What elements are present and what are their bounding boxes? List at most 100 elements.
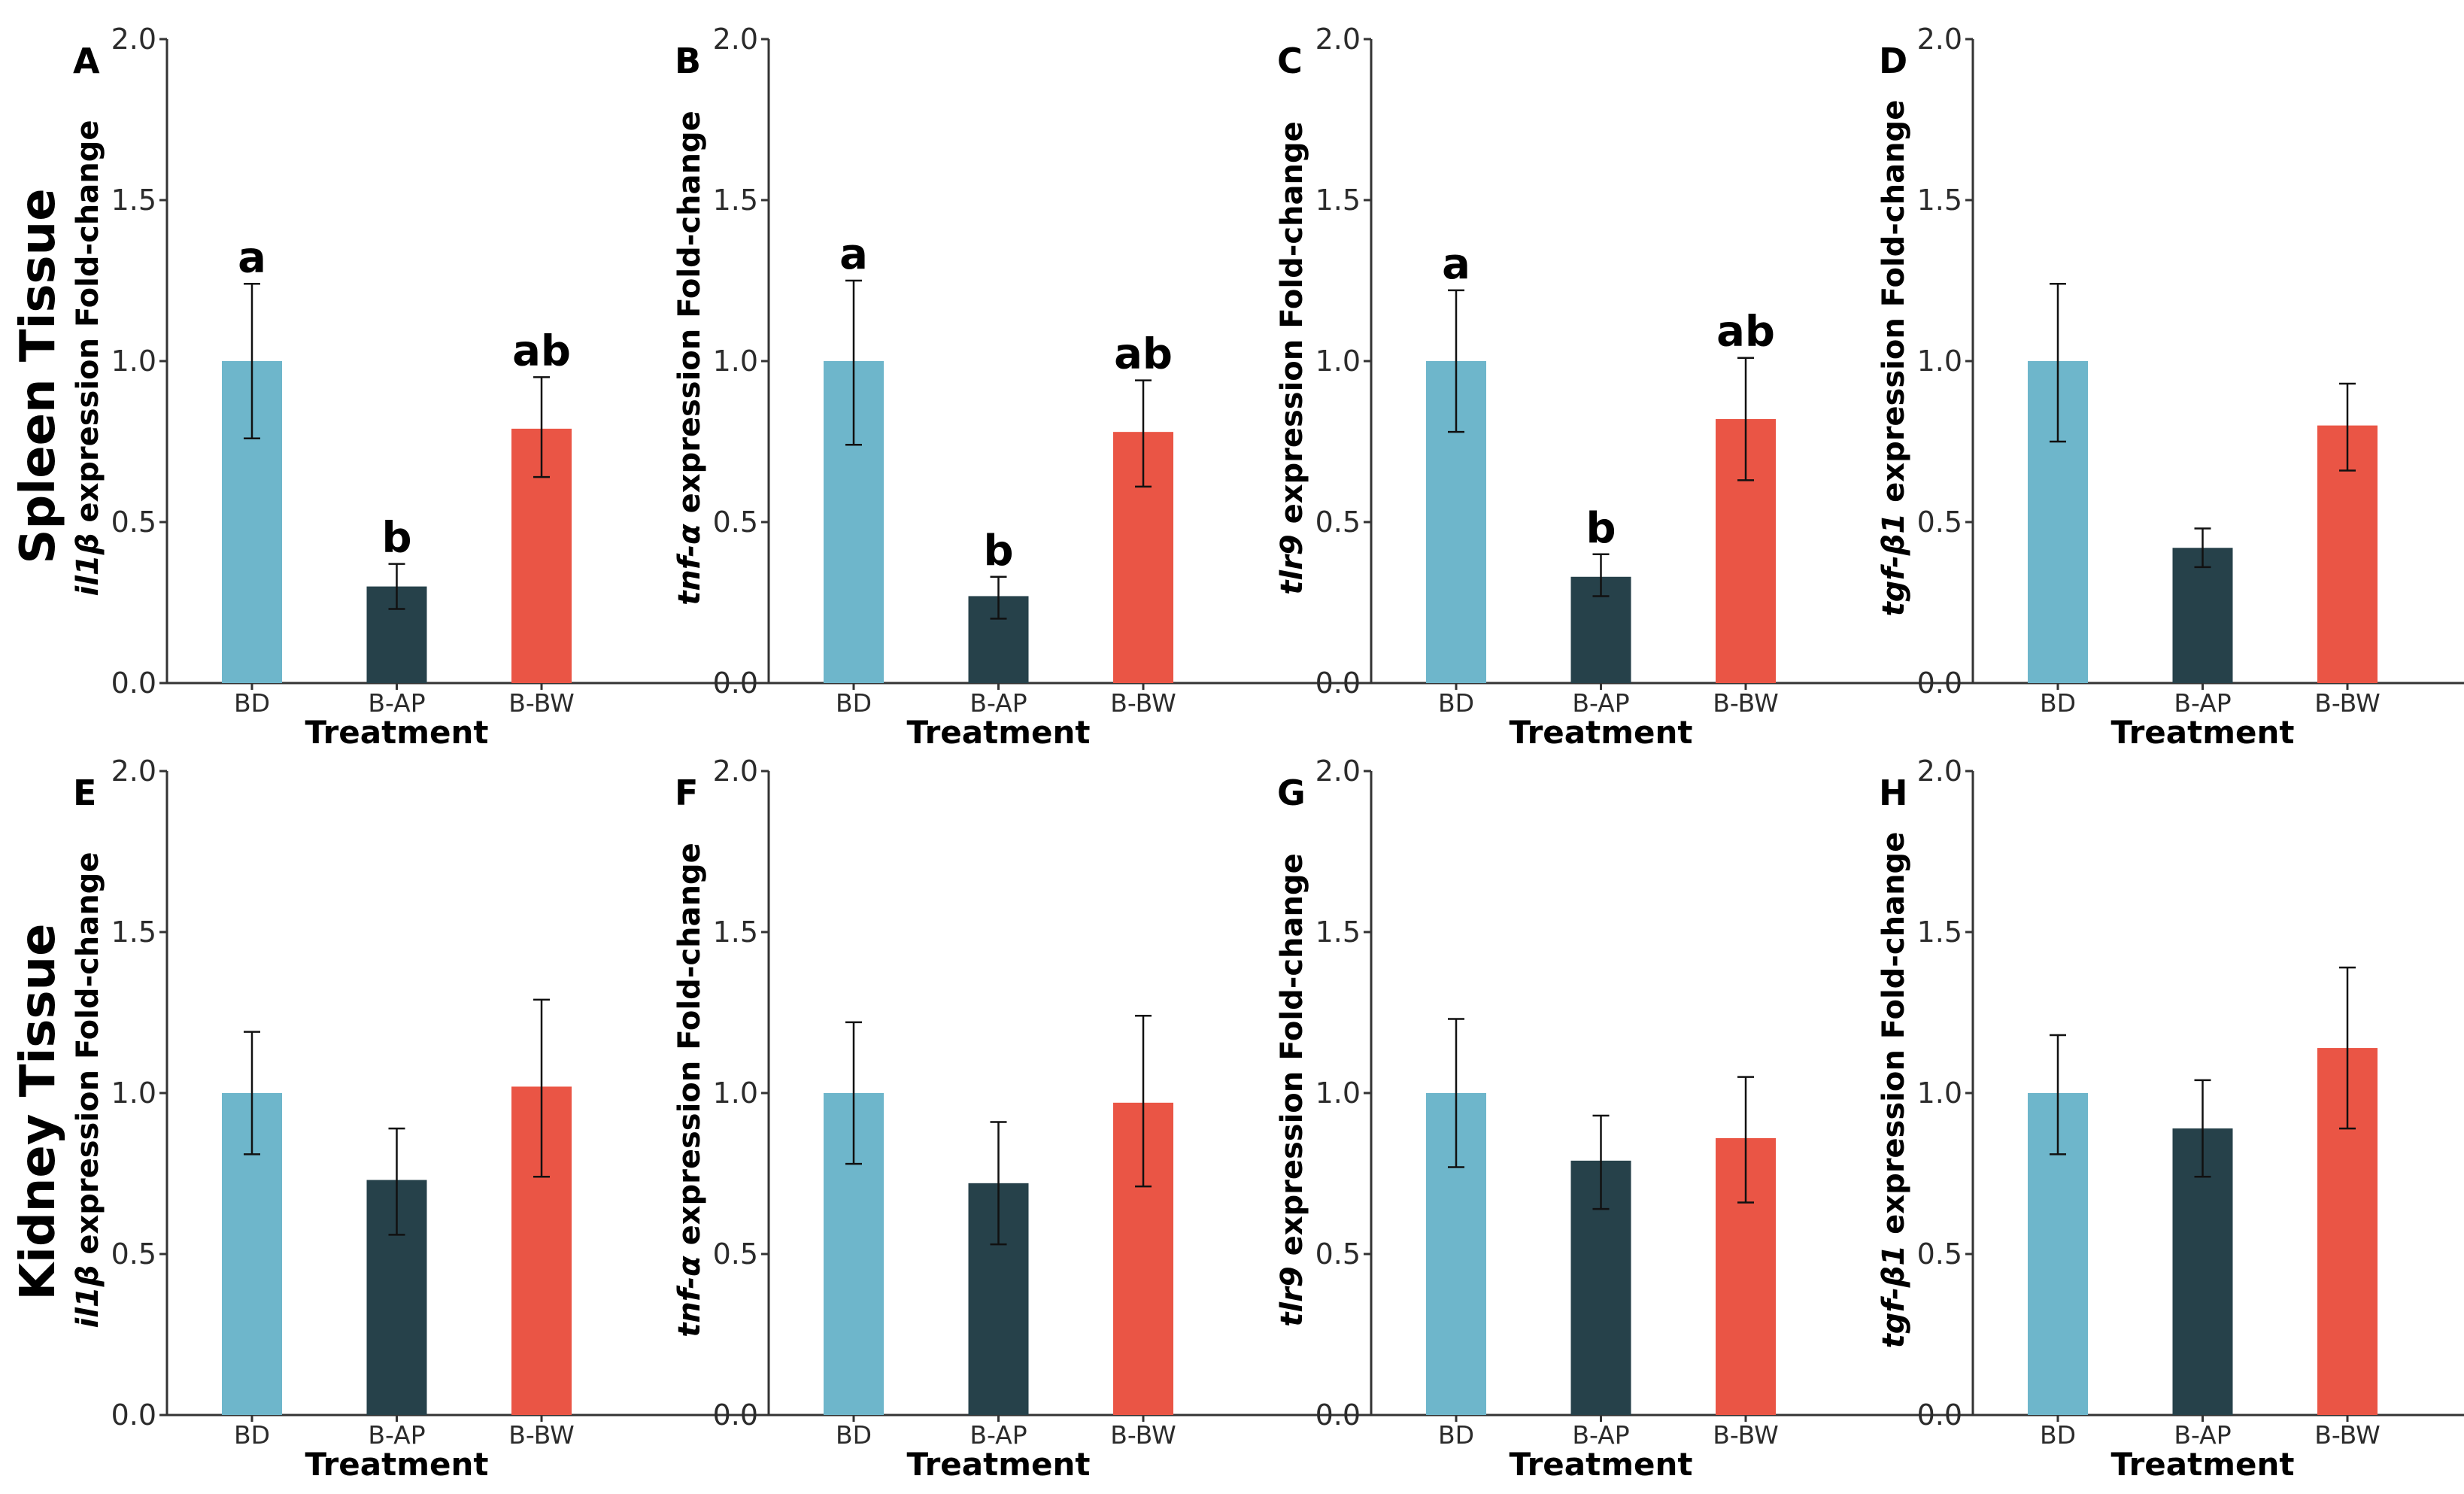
panel-g-xtick-label: BD xyxy=(1438,1420,1474,1450)
panel-g-ylabel-gene: tlr9 xyxy=(1275,1266,1309,1326)
panel-c-sig-label: b xyxy=(1586,504,1616,553)
panel-f-ylabel-rest: expression Fold-change xyxy=(672,843,707,1256)
panel-d-ytick-label: 2.0 xyxy=(1917,23,1962,56)
panel-a-ylabel-rest: expression Fold-change xyxy=(71,120,105,533)
panel-e: E 0.0 0.5 1.0 1.5 2.0 BD B-AP B-BW Treatment il1β … xyxy=(71,755,797,1483)
panel-f-ytick-label: 0.5 xyxy=(713,1237,758,1271)
panel-a-ylabel-gene: il1β xyxy=(71,533,105,597)
panel-b-xtick-label: BD xyxy=(836,688,872,718)
panel-g-ytick-label: 0.5 xyxy=(1315,1237,1361,1271)
panel-a-ytick-label: 2.0 xyxy=(111,23,156,56)
panel-d-xtick-label: BD xyxy=(2040,688,2076,718)
panel-g-xtick-label: B-BW xyxy=(1713,1420,1778,1450)
panel-a-ytick-label: 0.0 xyxy=(111,667,156,700)
panel-f-ylabel: tnf-α expression Fold-change xyxy=(672,843,707,1338)
panel-f: F 0.0 0.5 1.0 1.5 2.0 BD B-AP B-BW Treatment tnf-α… xyxy=(672,755,1398,1483)
panel-h-xtick-label: B-BW xyxy=(2314,1420,2380,1450)
panel-c-ylabel: tlr9 expression Fold-change xyxy=(1275,121,1309,595)
panel-a-xtick-label: B-BW xyxy=(508,688,574,718)
panel-g-ytick-label: 0.0 xyxy=(1315,1398,1361,1432)
panel-h-xtick-label: B-AP xyxy=(2174,1420,2231,1450)
panel-c-xtick-label: B-BW xyxy=(1713,688,1778,718)
panel-b-ylabel: tnf-α expression Fold-change xyxy=(672,111,707,606)
panel-h-xtick-label: BD xyxy=(2040,1420,2076,1450)
panel-c-ytick-label: 0.0 xyxy=(1315,667,1361,700)
panel-a: A 0.0 0.5 1.0 1.5 2.0 BD a B-AP b B-BW ab Treatment i… xyxy=(71,23,797,751)
panel-b-xlabel: Treatment xyxy=(907,714,1091,751)
panel-c-letter: C xyxy=(1277,41,1303,81)
panel-h-ylabel: tgf-β1 expression Fold-change xyxy=(1877,832,1911,1349)
panel-c-xtick-label: BD xyxy=(1438,688,1474,718)
panel-c-ytick-label: 2.0 xyxy=(1315,23,1361,56)
panel-c-ytick-label: 1.0 xyxy=(1315,345,1361,378)
row-label-kidney: Kidney Tissue xyxy=(11,923,66,1300)
panel-g-ylabel: tlr9 expression Fold-change xyxy=(1275,853,1309,1327)
panel-h-ytick-label: 0.5 xyxy=(1917,1237,1962,1271)
panel-d-ytick-label: 1.5 xyxy=(1917,184,1962,217)
panel-d-ylabel-gene: tgf-β1 xyxy=(1877,513,1911,617)
panel-e-ytick-label: 1.0 xyxy=(111,1076,156,1110)
panel-d-ytick-label: 1.0 xyxy=(1917,345,1962,378)
panel-f-xlabel: Treatment xyxy=(907,1446,1091,1483)
panel-b-letter: B xyxy=(675,41,701,81)
panel-h-ylabel-rest: expression Fold-change xyxy=(1877,832,1911,1245)
panel-a-ytick-label: 0.5 xyxy=(111,506,156,539)
panels: A0.00.51.01.52.0BDaB-APbB-BWabTreatmenti… xyxy=(71,23,2464,1483)
panel-b-sig-label: ab xyxy=(1114,330,1173,379)
panel-a-xtick-label: BD xyxy=(234,688,270,718)
panel-h-letter: H xyxy=(1879,773,1908,813)
panel-e-ylabel-rest: expression Fold-change xyxy=(71,852,105,1265)
panel-d-bar-b-ap xyxy=(2172,548,2233,683)
panel-h-xlabel: Treatment xyxy=(2111,1446,2295,1483)
panel-a-xlabel: Treatment xyxy=(305,714,489,751)
panel-f-ytick-label: 1.5 xyxy=(713,916,758,949)
panel-b-ytick-label: 1.5 xyxy=(713,184,758,217)
panel-h: H 0.0 0.5 1.0 1.5 2.0 BD B-AP B-BW Treatment tgf-β… xyxy=(1877,755,2464,1483)
panel-a-ytick-label: 1.5 xyxy=(111,184,156,217)
panel-a-ylabel: il1β expression Fold-change xyxy=(71,120,105,597)
panel-g: G 0.0 0.5 1.0 1.5 2.0 BD B-AP B-BW Treatment tlr9 … xyxy=(1275,755,2001,1483)
panel-b: B 0.0 0.5 1.0 1.5 2.0 BD a B-AP b B-BW ab Treatment t… xyxy=(672,23,1398,751)
panel-h-ytick-label: 0.0 xyxy=(1917,1398,1962,1432)
panel-e-xtick-label: B-AP xyxy=(368,1420,425,1450)
panel-d-ylabel: tgf-β1 expression Fold-change xyxy=(1877,100,1911,617)
panel-a-ytick-label: 1.0 xyxy=(111,345,156,378)
panel-b-sig-label: a xyxy=(839,230,868,279)
panel-d-ytick-label: 0.0 xyxy=(1917,667,1962,700)
panel-h-ytick-label: 1.5 xyxy=(1917,916,1962,949)
panel-d-xtick-label: B-BW xyxy=(2314,688,2380,718)
panel-f-xtick-label: BD xyxy=(836,1420,872,1450)
panel-c-ylabel-rest: expression Fold-change xyxy=(1275,121,1309,534)
panel-a-letter: A xyxy=(73,41,100,81)
panel-e-letter: E xyxy=(73,773,96,813)
panel-d-xtick-label: B-AP xyxy=(2174,688,2231,718)
panel-b-xtick-label: B-BW xyxy=(1110,688,1176,718)
panel-f-ytick-label: 2.0 xyxy=(713,755,758,788)
row-label-spleen: Spleen Tissue xyxy=(11,188,66,563)
panel-c-ytick-label: 0.5 xyxy=(1315,506,1361,539)
panel-g-ytick-label: 1.0 xyxy=(1315,1076,1361,1110)
panel-h-ytick-label: 2.0 xyxy=(1917,755,1962,788)
panel-a-xtick-label: B-AP xyxy=(368,688,425,718)
panel-b-ylabel-rest: expression Fold-change xyxy=(672,111,707,524)
panel-b-xtick-label: B-AP xyxy=(970,688,1027,718)
panel-g-xlabel: Treatment xyxy=(1510,1446,1693,1483)
panel-e-ytick-label: 2.0 xyxy=(111,755,156,788)
panel-g-ytick-label: 1.5 xyxy=(1315,916,1361,949)
panel-d: D 0.0 0.5 1.0 1.5 2.0 BD B-AP B-BW Treatment tgf-β… xyxy=(1877,23,2464,751)
panel-d-letter: D xyxy=(1879,41,1907,81)
panel-a-sig-label: a xyxy=(238,233,266,282)
panel-h-ylabel-gene: tgf-β1 xyxy=(1877,1245,1911,1349)
panel-b-ytick-label: 0.5 xyxy=(713,506,758,539)
panel-f-ytick-label: 1.0 xyxy=(713,1076,758,1110)
panel-d-ytick-label: 0.5 xyxy=(1917,506,1962,539)
panel-c-sig-label: ab xyxy=(1716,308,1775,357)
panel-g-ylabel-rest: expression Fold-change xyxy=(1275,853,1309,1266)
panel-c-ytick-label: 1.5 xyxy=(1315,184,1361,217)
panel-a-sig-label: b xyxy=(381,514,411,563)
panel-c-sig-label: a xyxy=(1442,240,1470,289)
panel-e-ytick-label: 0.5 xyxy=(111,1237,156,1271)
panel-f-letter: F xyxy=(675,773,698,813)
panel-c: C 0.0 0.5 1.0 1.5 2.0 BD a B-AP b B-BW ab Treatment t… xyxy=(1275,23,2001,751)
